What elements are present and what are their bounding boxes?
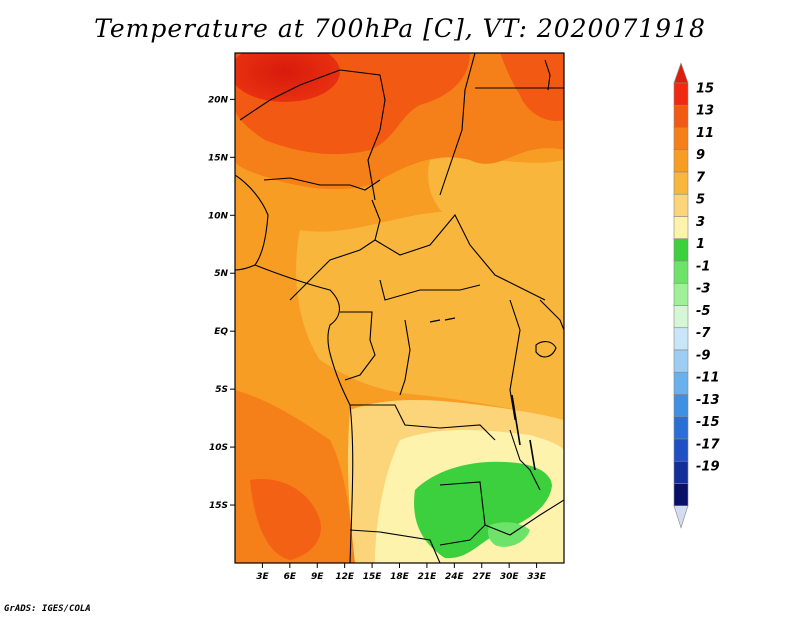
lon-tick-label: 27E [472, 572, 492, 582]
latitude-axis: 20N 15N 10N 5N EQ 5S 10S 15S [208, 95, 235, 511]
colorbar-swatch [673, 438, 689, 462]
colorbar-label: -15 [696, 415, 720, 430]
gulf-of-guinea-coastline [254, 264, 354, 563]
colorbar-swatch [673, 216, 689, 240]
colorbar-swatch [673, 127, 689, 151]
colorbar-swatch [673, 104, 689, 128]
lat-tick-label: EQ [214, 327, 228, 337]
lon-tick-label: 33E [527, 572, 547, 582]
colorbar-bottom-arrow [673, 505, 689, 529]
niger-chad-border [339, 69, 386, 201]
lake-malawi [529, 439, 536, 471]
colorbar: 15 13 11 9 7 5 3 1 -1 -3 -5 -7 -9 -11 -13 -15 -17 -19 [673, 62, 720, 529]
colorbar-label: 1 [696, 237, 705, 252]
colorbar-label: 13 [696, 104, 714, 119]
colorbar-swatch [673, 171, 689, 195]
lon-tick-label: 6E [284, 572, 297, 582]
colorbar-label: -1 [696, 259, 710, 274]
colorbar-top-arrow [673, 62, 689, 84]
nile-delta [544, 59, 551, 91]
gabon-congo-border [340, 311, 376, 381]
colorbar-label: -17 [696, 437, 720, 452]
lat-tick-label: 15N [208, 153, 229, 163]
lake-victoria [535, 341, 557, 358]
colorbar-swatch [673, 371, 689, 395]
libya-sudan-border [439, 53, 476, 196]
lon-tick-label: 9E [311, 572, 324, 582]
field-band-13-15-sw [250, 479, 321, 560]
colorbar-label: -5 [696, 304, 710, 319]
angola-drc-border [350, 404, 496, 441]
colorbar-label: -13 [696, 393, 720, 408]
west-african-coastline [235, 174, 269, 271]
colorbar-label: -3 [696, 282, 710, 297]
colorbar-swatch [673, 282, 689, 306]
lon-tick-label: 18E [390, 572, 410, 582]
colorbar-swatch [673, 82, 689, 106]
colorbar-label: 9 [696, 148, 705, 163]
colorbar-swatch [673, 238, 689, 262]
angola-namibia-border [349, 529, 441, 563]
colorbar-swatch [673, 149, 689, 173]
lake-malawi-border [509, 429, 541, 491]
colorbar-swatch [673, 327, 689, 351]
lon-tick-label: 3E [256, 572, 269, 582]
lat-tick-label: 5N [214, 269, 228, 279]
longitude-axis: 3E 6E 9E 12E 15E 18E 21E 24E 27E 30E 33E [256, 563, 547, 582]
lat-tick-label: 5S [215, 385, 228, 395]
grads-credit: GrADS: IGES/COLA [4, 604, 91, 614]
drc-east-border [509, 299, 521, 421]
lon-tick-label: 15E [363, 572, 383, 582]
field-max-core [235, 53, 340, 102]
congo-river-segment [429, 317, 456, 323]
colorbar-swatch [673, 349, 689, 373]
colorbar-label: -19 [696, 460, 720, 475]
car-sudan-border [374, 214, 546, 301]
chart-title: Temperature at 700hPa [C], VT: 202007191… [94, 14, 706, 43]
lat-tick-label: 15S [209, 501, 228, 511]
colorbar-label: -7 [696, 326, 711, 341]
field-band-7-9-north [428, 157, 564, 232]
political-boundaries [235, 53, 564, 563]
colorbar-label: 11 [696, 126, 714, 141]
lon-tick-label: 21E [418, 572, 438, 582]
nigeria-cameroon-border [289, 199, 381, 301]
colorbar-swatch [673, 305, 689, 329]
colorbar-swatch [673, 193, 689, 217]
congo-drc-border [399, 319, 411, 396]
zambia-zimbabwe-border [484, 499, 564, 536]
lat-tick-label: 20N [208, 95, 229, 105]
colorbar-swatch [673, 260, 689, 284]
colorbar-label: 5 [696, 193, 705, 208]
lat-tick-label: 10N [208, 211, 229, 221]
colorbar-label: 15 [696, 81, 714, 96]
uganda-kenya-border [539, 299, 564, 331]
lake-tanganyika [511, 394, 521, 446]
algeria-border [239, 69, 341, 121]
lat-tick-label: 10S [209, 443, 228, 453]
lon-tick-label: 12E [335, 572, 355, 582]
lon-tick-label: 24E [445, 572, 465, 582]
colorbar-swatch [673, 483, 689, 507]
lon-tick-label: 30E [500, 572, 520, 582]
colorbar-label: 7 [696, 170, 706, 185]
colorbar-label: -9 [696, 348, 710, 363]
temperature-field [235, 53, 564, 563]
field-band-7-9 [296, 200, 564, 420]
colorbar-label: 3 [696, 215, 705, 230]
colorbar-swatch [673, 416, 689, 440]
sahel-border [263, 177, 381, 191]
colorbar-swatch [673, 394, 689, 418]
car-drc-border [379, 279, 481, 301]
colorbar-swatch [673, 460, 689, 484]
colorbar-label: -11 [696, 371, 720, 386]
